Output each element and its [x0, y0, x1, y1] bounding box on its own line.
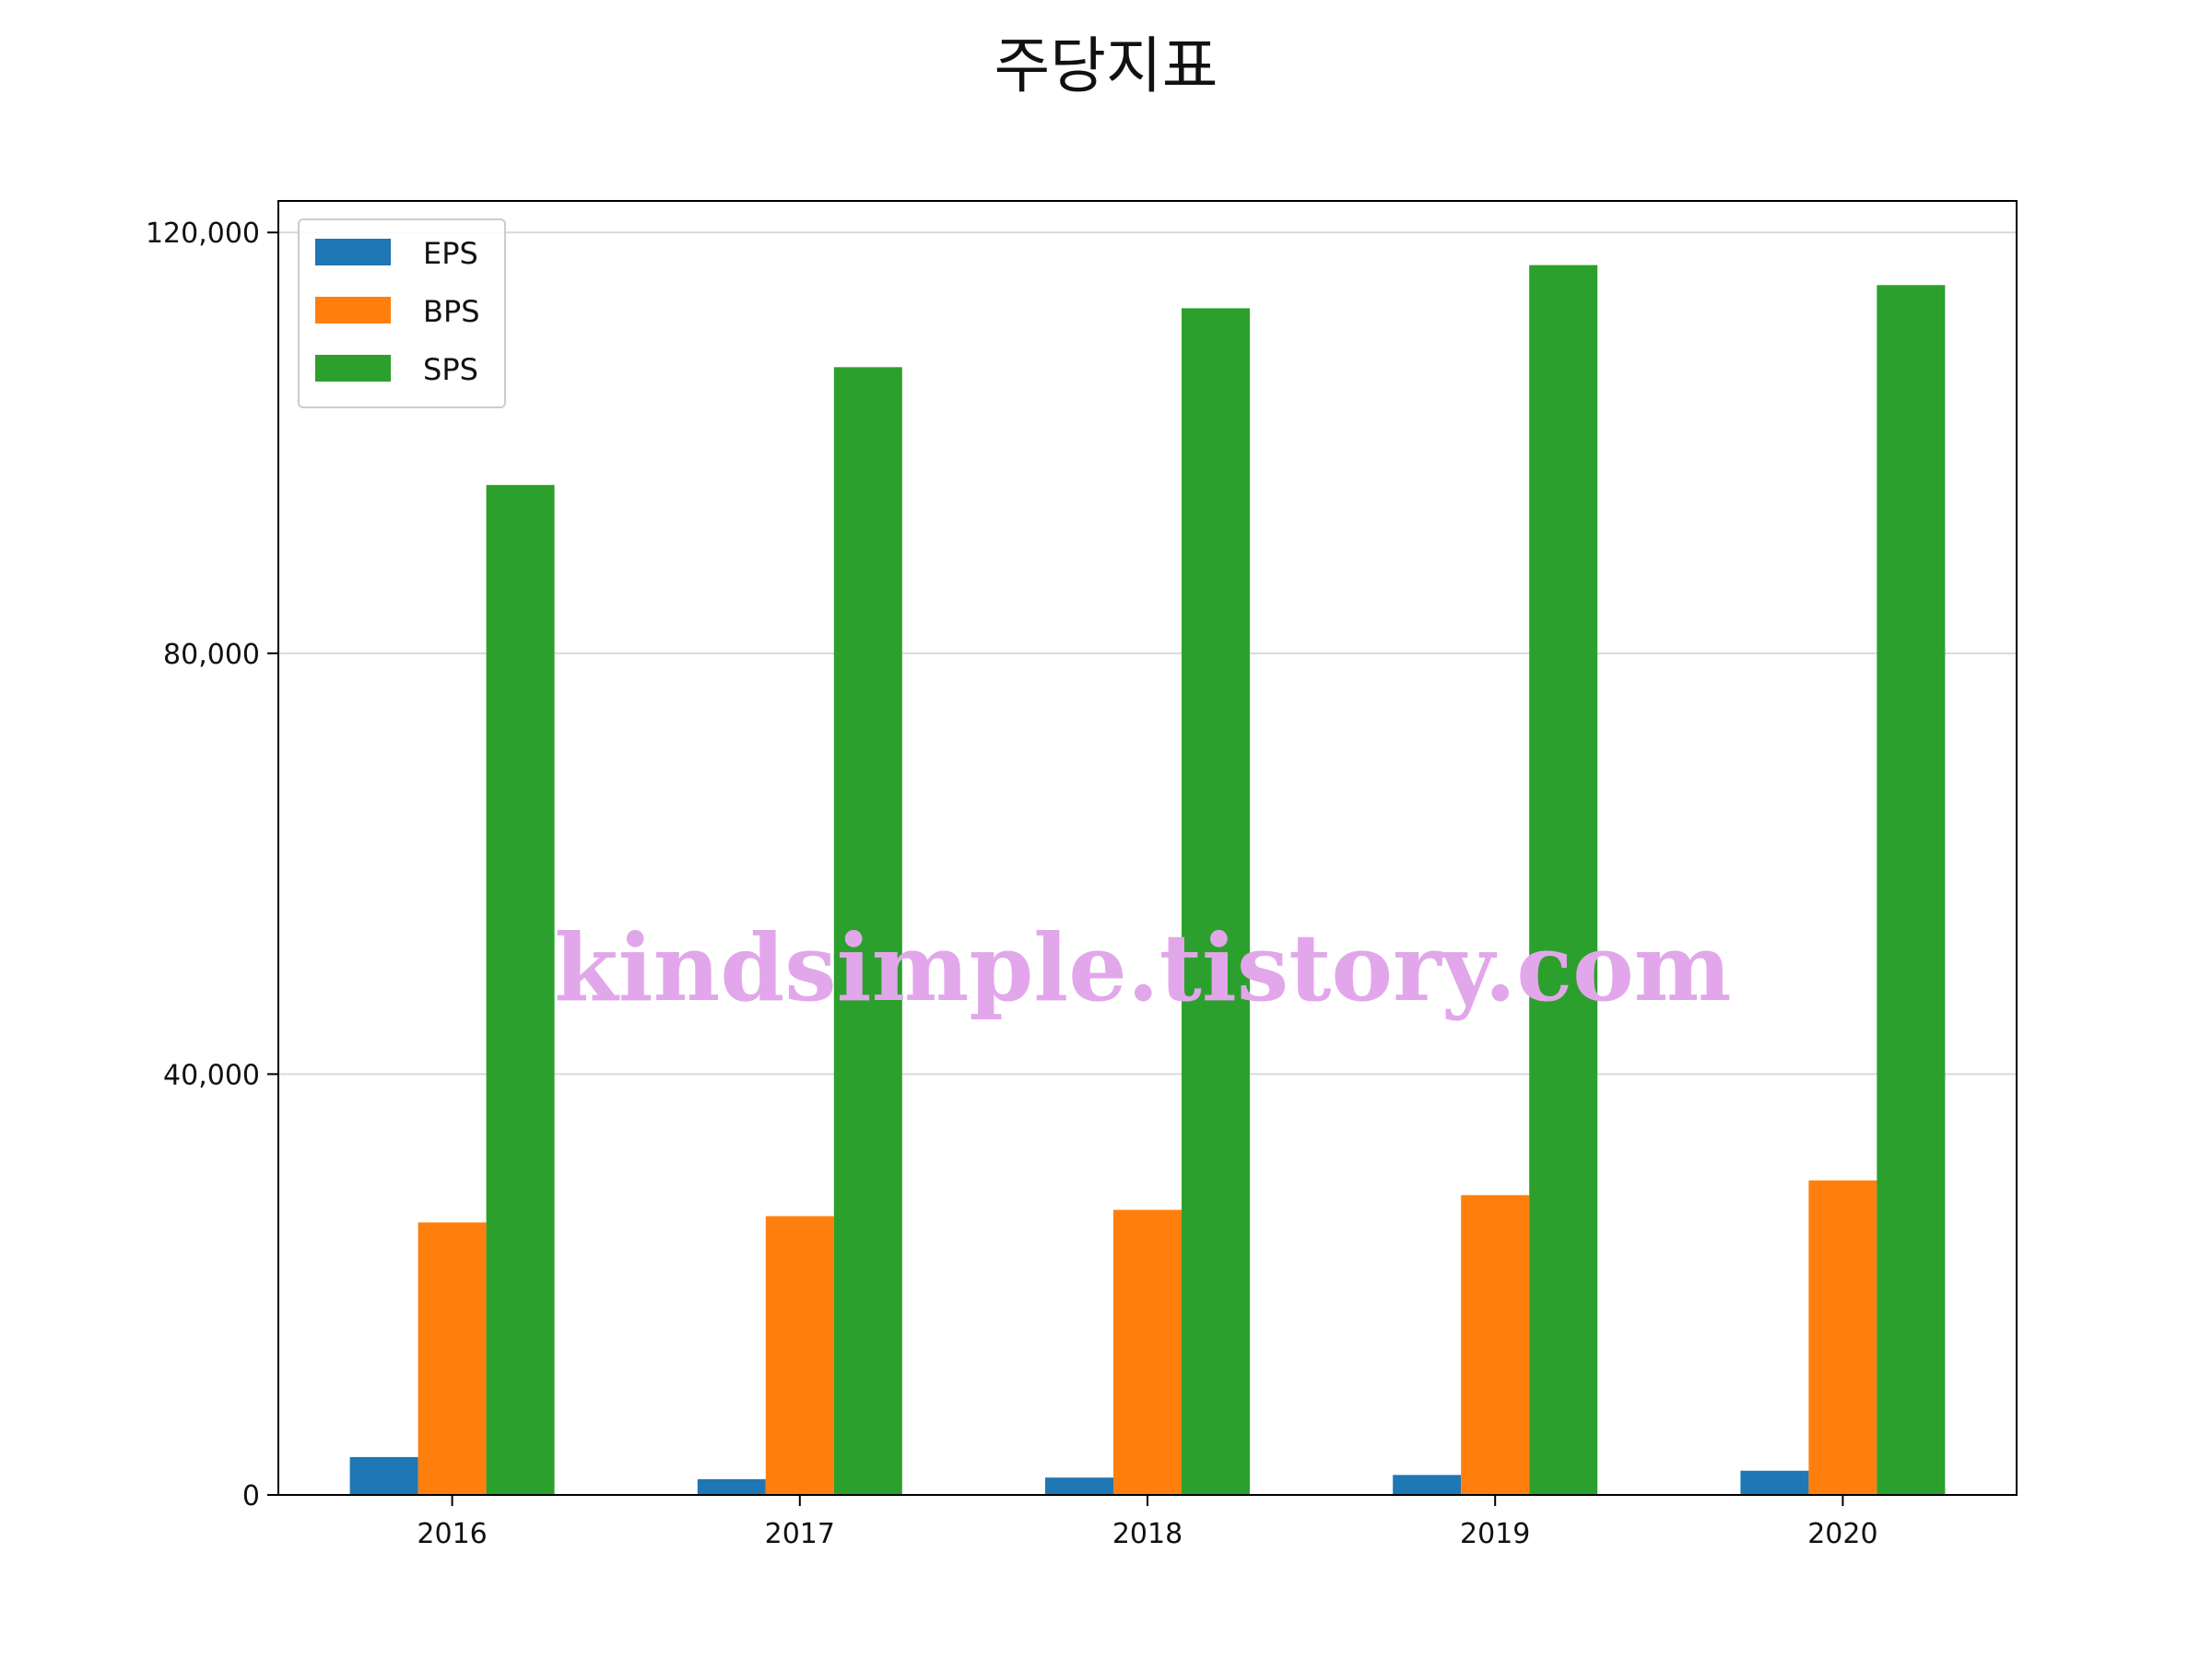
- bar-bps-2016: [418, 1222, 487, 1495]
- chart-title: 주당지표: [994, 30, 1218, 101]
- bar-bps-2019: [1461, 1194, 1530, 1495]
- bar-eps-2017: [697, 1478, 766, 1495]
- bar-eps-2020: [1740, 1470, 1809, 1495]
- x-tick-label: 2018: [1112, 1518, 1182, 1550]
- x-tick-label: 2020: [1807, 1518, 1877, 1550]
- bar-eps-2016: [349, 1456, 418, 1495]
- grid-lines: [278, 231, 2017, 1076]
- bar-bps-2020: [1808, 1180, 1877, 1495]
- y-tick-label: 80,000: [163, 639, 260, 671]
- legend-label-sps: SPS: [423, 352, 478, 387]
- y-tick-label: 120,000: [146, 218, 260, 250]
- x-tick-label: 2017: [765, 1518, 835, 1550]
- bars: [349, 265, 1946, 1496]
- y-tick-label: 0: [242, 1480, 260, 1512]
- legend-swatch-bps: [315, 297, 391, 324]
- y-axis: 0 40,000 80,000 120,000: [146, 218, 278, 1512]
- bar-bps-2017: [765, 1216, 834, 1495]
- x-tick-label: 2016: [417, 1518, 487, 1550]
- legend: EPS BPS SPS: [298, 218, 506, 408]
- x-tick-label: 2019: [1460, 1518, 1530, 1550]
- legend-label-eps: EPS: [423, 236, 478, 271]
- legend-swatch-eps: [315, 239, 391, 265]
- legend-swatch-sps: [315, 355, 391, 382]
- bar-sps-2020: [1877, 285, 1946, 1495]
- bar-bps-2018: [1113, 1209, 1182, 1495]
- bar-eps-2018: [1045, 1477, 1113, 1495]
- bar-eps-2019: [1393, 1475, 1462, 1495]
- bar-sps-2017: [833, 367, 902, 1496]
- legend-label-bps: BPS: [423, 294, 480, 329]
- x-axis: 2016 2017 2018 2019 2020: [417, 1495, 1878, 1550]
- bar-sps-2018: [1182, 308, 1250, 1496]
- bar-sps-2016: [486, 485, 555, 1496]
- y-tick-label: 40,000: [163, 1059, 260, 1091]
- bar-sps-2019: [1529, 265, 1598, 1495]
- watermark: kindsimple.tistory.com: [554, 913, 1731, 1022]
